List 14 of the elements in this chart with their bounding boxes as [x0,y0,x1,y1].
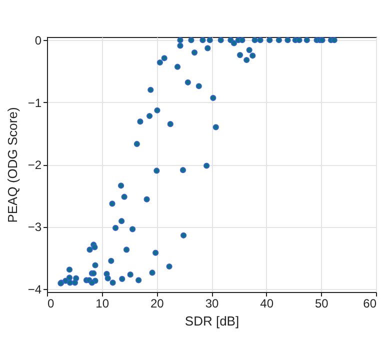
y-tick-label: −3 [28,220,42,234]
x-tick-label: 30 [205,296,219,310]
y-tick-label: 0 [34,34,42,48]
x-axis-title: SDR [dB] [184,314,240,328]
x-tick-label: 0 [48,296,54,310]
x-tick-label: 60 [363,296,377,310]
x-tick-label: 40 [260,296,274,310]
y-tick-label: −4 [28,282,42,296]
x-tick-label: 20 [150,296,164,310]
y-axis-title: PEAQ (ODG Score) [4,107,20,223]
x-tick-label: 10 [96,296,110,310]
x-tick-label: 50 [314,296,329,310]
y-tick-label: −2 [28,158,42,172]
y-tick-label: −1 [28,96,42,110]
